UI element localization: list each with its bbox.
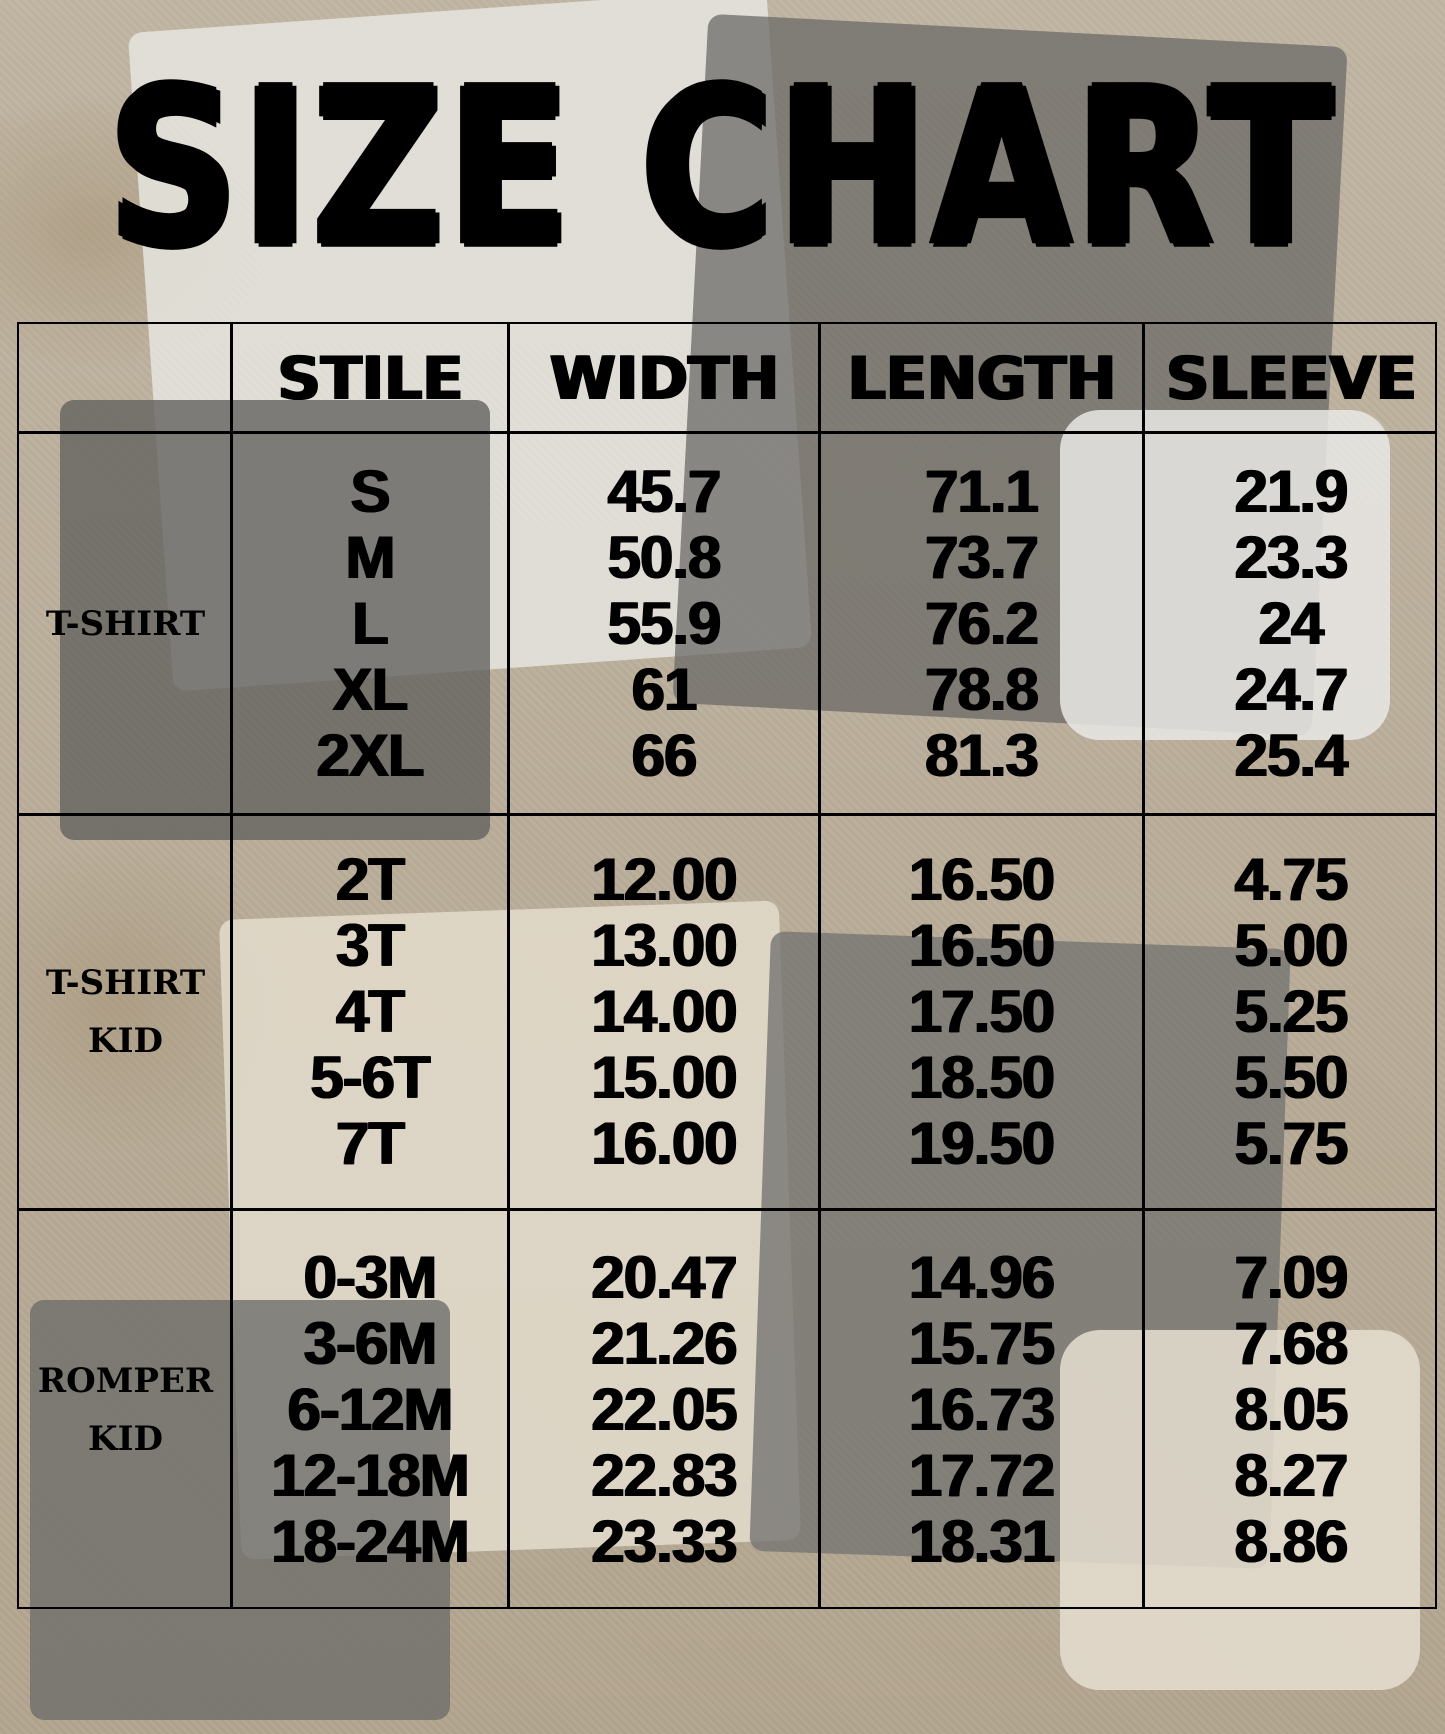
cell-length: 76.2: [925, 589, 1039, 657]
cell-length: 73.7: [925, 523, 1039, 591]
cell-sleeve: 8.27: [1234, 1442, 1349, 1509]
cell-sizes: 7T: [335, 1110, 405, 1177]
column-sizes: 2T 3T 4T 5-6T 7T: [233, 816, 507, 1208]
cell-width: 22.05: [591, 1376, 737, 1443]
row-divider: [19, 1208, 1435, 1211]
cell-sizes: 6-12M: [287, 1376, 453, 1443]
cell-width: 14.00: [591, 978, 737, 1045]
cell-length: 14.96: [908, 1244, 1055, 1311]
column-sleeve: 4.75 5.00 5.25 5.50 5.75: [1145, 816, 1437, 1208]
grey-kid-tshirt-image: [30, 1300, 450, 1720]
category-label: ROMPER KID: [37, 1361, 214, 1459]
cell-sleeve: 5.50: [1234, 1044, 1349, 1111]
cell-width: 21.26: [591, 1310, 737, 1377]
white-romper-image: [1060, 410, 1390, 740]
column-width: 12.00 13.00 14.00 15.00 16.00: [510, 816, 818, 1208]
cell-sizes: 0-3M: [303, 1244, 438, 1311]
cell-sizes: 2XL: [316, 721, 424, 789]
cell-width: 45.7: [607, 457, 722, 525]
dark-tshirt-image: [60, 400, 490, 840]
cell-sizes: 12-18M: [271, 1442, 469, 1509]
column-divider: [230, 324, 233, 1607]
cell-length: 18.50: [908, 1044, 1055, 1111]
header-sleeve: SLEEVE: [1165, 343, 1417, 414]
cell-length: 17.50: [908, 978, 1055, 1045]
cell-length: 16.50: [908, 912, 1055, 979]
cell-width: 16.00: [591, 1110, 737, 1177]
cell-width: 12.00: [591, 846, 737, 913]
cell-sleeve: 7.09: [1234, 1244, 1349, 1311]
cell-sizes: XL: [332, 655, 409, 723]
cell-width: 50.8: [607, 523, 722, 591]
header-width: WIDTH: [549, 343, 779, 414]
header-stile: STILE: [277, 343, 463, 414]
column-length: 14.96 15.75 16.73 17.72 18.31: [821, 1211, 1142, 1609]
cell-sizes: 4T: [335, 978, 405, 1045]
category-label: T-SHIRT: [45, 603, 206, 644]
cream-romper-image: [1060, 1330, 1420, 1690]
cell-width: 15.00: [591, 1044, 737, 1111]
cell-length: 15.75: [908, 1310, 1055, 1377]
column-length: 71.1 73.7 76.2 78.8 81.3: [821, 434, 1142, 813]
column-divider: [818, 324, 821, 1607]
cell-sleeve: 4.75: [1234, 846, 1349, 913]
cell-width: 55.9: [607, 589, 722, 657]
cell-sleeve: 24.7: [1234, 655, 1349, 723]
cell-sleeve: 7.68: [1234, 1310, 1349, 1377]
cell-sleeve: 23.3: [1234, 523, 1349, 591]
column-sizes: S M L XL 2XL: [233, 434, 507, 813]
column-divider: [507, 324, 510, 1607]
cell-sleeve: 25.4: [1234, 721, 1349, 789]
column-sleeve: 7.09 7.68 8.05 8.27 8.86: [1145, 1211, 1437, 1609]
row-divider: [19, 431, 1435, 434]
cell-length: 16.73: [908, 1376, 1055, 1443]
cell-sleeve: 5.75: [1234, 1110, 1349, 1177]
cell-sizes: 5-6T: [310, 1044, 430, 1111]
column-width: 20.47 21.26 22.05 22.83 23.33: [510, 1211, 818, 1609]
cell-sizes: S: [350, 457, 390, 525]
cell-sizes: L: [352, 589, 389, 657]
cell-sleeve: 8.86: [1234, 1508, 1349, 1575]
cell-sleeve: 5.00: [1234, 912, 1349, 979]
cell-sizes: 18-24M: [271, 1508, 469, 1575]
cell-width: 66: [631, 721, 698, 789]
cell-length: 81.3: [925, 721, 1039, 789]
column-sizes: 0-3M 3-6M 6-12M 12-18M 18-24M: [233, 1211, 507, 1609]
cell-length: 16.50: [908, 846, 1055, 913]
cell-sizes: 3-6M: [303, 1310, 438, 1377]
cell-length: 18.31: [908, 1508, 1055, 1575]
cell-sleeve: 21.9: [1234, 457, 1349, 525]
cell-sleeve: 24: [1258, 589, 1325, 657]
page-title: SIZE CHART: [108, 43, 1337, 295]
cell-sizes: 2T: [335, 846, 405, 913]
cell-length: 71.1: [925, 457, 1039, 525]
cell-width: 61: [631, 655, 698, 723]
cell-length: 19.50: [908, 1110, 1055, 1177]
header-length: LENGTH: [847, 343, 1116, 414]
cell-length: 17.72: [908, 1442, 1055, 1509]
row-divider: [19, 813, 1435, 816]
cell-sleeve: 8.05: [1234, 1376, 1349, 1443]
cell-width: 23.33: [591, 1508, 737, 1575]
cell-sizes: M: [345, 523, 396, 591]
column-sleeve: 21.9 23.3 24 24.7 25.4: [1145, 434, 1437, 813]
cell-sizes: 3T: [335, 912, 405, 979]
column-divider: [1142, 324, 1145, 1607]
cell-length: 78.8: [925, 655, 1039, 723]
category-label: T-SHIRT KID: [45, 963, 206, 1061]
cell-width: 13.00: [591, 912, 737, 979]
column-width: 45.7 50.8 55.9 61 66: [510, 434, 818, 813]
cell-sleeve: 5.25: [1234, 978, 1349, 1045]
size-table: STILE WIDTH LENGTH SLEEVE T-SHIRT S M L XL 2X…: [17, 322, 1437, 1609]
cell-width: 20.47: [591, 1244, 737, 1311]
cell-width: 22.83: [591, 1442, 737, 1509]
column-length: 16.50 16.50 17.50 18.50 19.50: [821, 816, 1142, 1208]
